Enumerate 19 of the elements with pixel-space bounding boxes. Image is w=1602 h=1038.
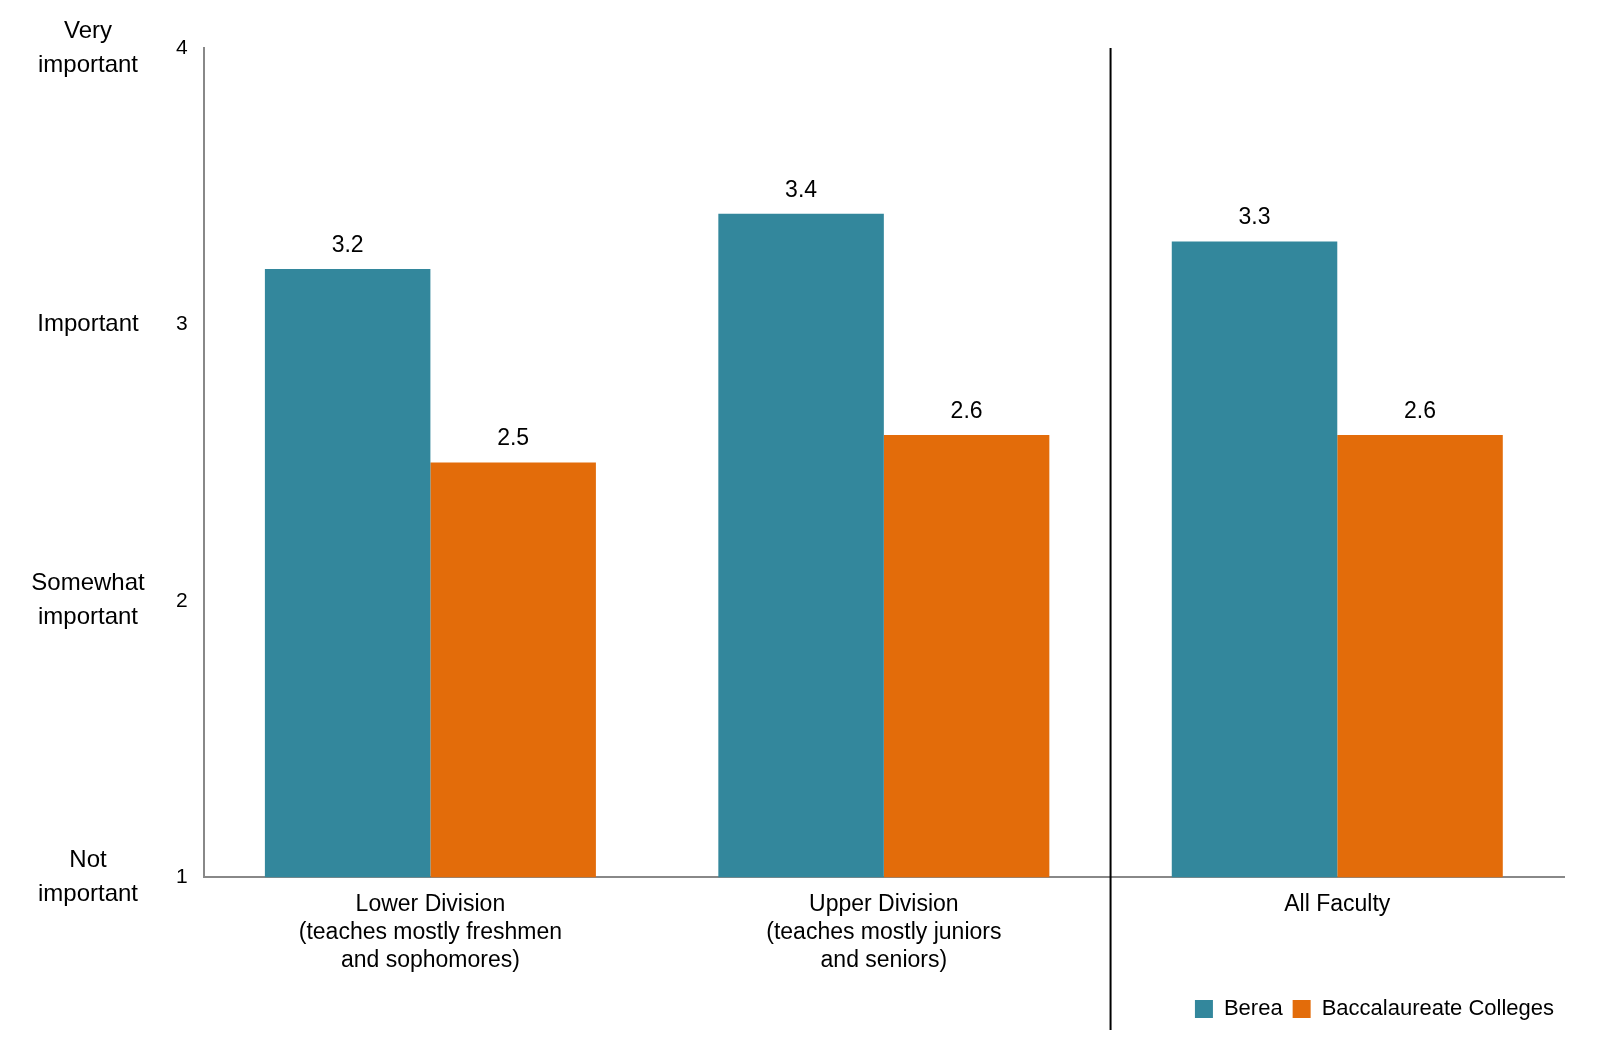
- data-label: 3.4: [785, 175, 818, 202]
- data-label: 3.3: [1238, 203, 1271, 230]
- y-tick-label: 1: [175, 864, 188, 887]
- y-tick-label: 4: [175, 34, 188, 58]
- x-tick-label: Upper Division (teaches mostly juniors and seniors): [766, 890, 1002, 972]
- text: Important: [37, 309, 140, 337]
- text: Somewhat important: [31, 568, 146, 630]
- y-tick-label: 2: [175, 587, 188, 611]
- x-tick-label: Lower Division (teaches mostly freshmen and sophomores): [298, 890, 563, 972]
- data-label: 2.6: [1404, 396, 1437, 423]
- x-tick-label: All Faculty: [1284, 890, 1391, 917]
- y-tick-label: 3: [175, 311, 188, 335]
- data-label: 3.2: [331, 230, 364, 257]
- text: Not important: [37, 844, 139, 906]
- data-label: 2.5: [497, 424, 530, 451]
- text: Very important: [37, 15, 139, 77]
- legend-label: Baccalaureate Colleges: [1321, 995, 1555, 1021]
- data-label: 2.6: [950, 396, 983, 423]
- legend-label: Berea: [1223, 995, 1284, 1021]
